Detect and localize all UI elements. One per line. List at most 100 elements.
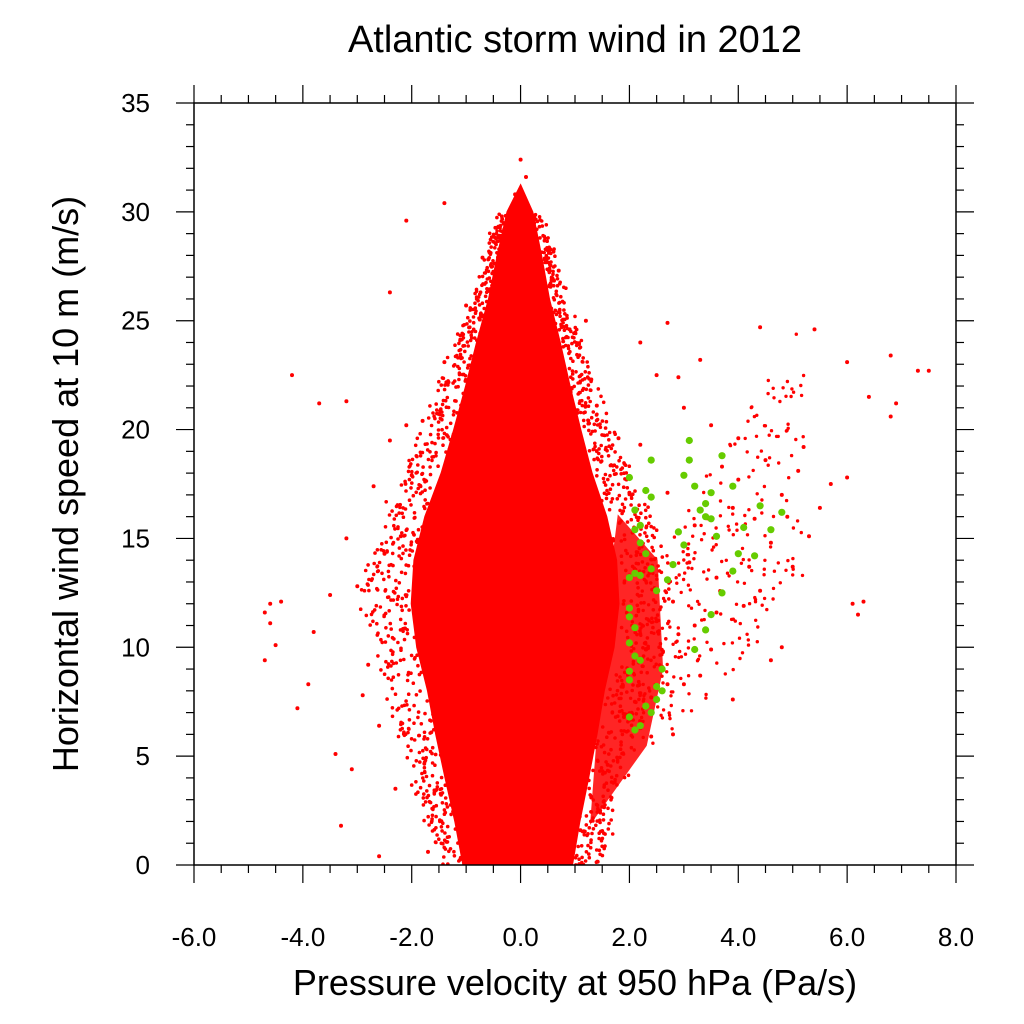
cloud-dot <box>414 759 419 763</box>
cloud-dot <box>434 803 439 808</box>
cloud-dot <box>618 508 622 513</box>
cloud-dot <box>643 566 647 570</box>
cloud-dot <box>681 550 685 554</box>
cloud-dot <box>622 729 626 733</box>
cloud-dot <box>382 577 386 582</box>
cloud-dot <box>433 441 437 446</box>
cloud-dot <box>600 844 604 849</box>
cloud-dot <box>621 752 626 756</box>
cloud-dot <box>582 832 587 837</box>
data-point-red <box>622 715 626 719</box>
cloud-dot <box>364 613 369 618</box>
cloud-dot <box>601 772 605 776</box>
cloud-dot <box>615 688 620 693</box>
cloud-dot <box>734 602 739 606</box>
cloud-dot <box>607 438 611 442</box>
cloud-dot <box>436 420 441 424</box>
cloud-dot <box>733 619 737 623</box>
cloud-dot <box>570 341 574 346</box>
cloud-dot <box>478 312 483 316</box>
cloud-dot <box>653 556 658 561</box>
cloud-dot <box>737 636 742 640</box>
cloud-dot <box>459 403 463 408</box>
cloud-dot <box>629 649 634 653</box>
cloud-dot <box>768 545 773 549</box>
cloud-dot <box>636 607 641 612</box>
cloud-dot <box>631 683 635 687</box>
cloud-dot <box>415 454 419 459</box>
cloud-dot <box>423 488 427 493</box>
data-point-red <box>654 619 659 624</box>
cloud-dot <box>389 678 394 682</box>
cloud-dot <box>586 364 590 369</box>
cloud-dot <box>439 825 444 829</box>
cloud-dot <box>463 379 468 383</box>
cloud-dot <box>372 608 377 612</box>
cloud-dot <box>445 395 450 400</box>
cloud-dot <box>407 458 411 463</box>
cloud-dot <box>561 339 566 344</box>
cloud-dot <box>392 637 396 641</box>
cloud-dot <box>439 775 444 780</box>
cloud-dot <box>555 293 559 298</box>
cloud-dot <box>644 534 649 539</box>
cloud-dot <box>380 571 384 576</box>
cloud-dot <box>639 626 643 630</box>
data-point-red <box>763 458 768 463</box>
cloud-dot <box>647 521 651 526</box>
cloud-dot <box>463 349 467 354</box>
cloud-dot <box>418 454 423 458</box>
cloud-dot <box>409 737 414 741</box>
cloud-dot <box>691 534 695 538</box>
cloud-dot <box>669 690 674 694</box>
cloud-dot <box>416 527 421 532</box>
cloud-dot <box>497 247 501 251</box>
cloud-dot <box>471 315 476 319</box>
cloud-dot <box>676 561 681 565</box>
cloud-dot <box>666 561 670 565</box>
cloud-dot <box>405 631 410 636</box>
cloud-dot <box>392 523 396 528</box>
cloud-dot <box>399 646 403 651</box>
cloud-dot <box>406 744 410 748</box>
cloud-dot <box>607 769 611 774</box>
cloud-dot <box>444 450 448 454</box>
data-point-red <box>268 601 273 606</box>
cloud-dot <box>562 308 566 312</box>
cloud-dot <box>549 306 554 311</box>
cloud-dot <box>767 456 772 460</box>
cloud-dot <box>397 546 402 550</box>
cloud-dot <box>600 454 604 459</box>
cloud-dot <box>394 504 399 509</box>
cloud-dot <box>440 427 444 432</box>
cloud-dot <box>422 779 426 783</box>
cloud-dot <box>551 283 556 288</box>
cloud-dot <box>604 419 609 424</box>
cloud-dot <box>665 662 669 667</box>
cloud-dot <box>625 551 629 556</box>
data-point-green <box>642 702 650 710</box>
cloud-dot <box>610 808 615 813</box>
cloud-dot <box>589 432 593 436</box>
cloud-dot <box>432 790 437 795</box>
cloud-dot <box>375 569 380 574</box>
cloud-dot <box>457 377 461 382</box>
cloud-dot <box>452 849 456 854</box>
cloud-dot <box>396 526 400 531</box>
cloud-dot <box>438 412 442 417</box>
cloud-dot <box>602 750 607 755</box>
cloud-dot <box>447 447 452 452</box>
data-point-red <box>475 858 479 863</box>
x-axis-title: Pressure velocity at 950 hPa (Pa/s) <box>293 962 857 1003</box>
data-point-red <box>643 647 648 652</box>
cloud-dot <box>468 325 472 330</box>
cloud-dot <box>579 338 584 343</box>
cloud-dot <box>366 563 370 567</box>
cloud-dot <box>418 785 423 790</box>
cloud-dot <box>557 307 562 312</box>
cloud-dot <box>405 628 410 632</box>
data-point-red <box>698 357 703 362</box>
cloud-dot <box>609 747 613 752</box>
cloud-dot <box>579 844 584 848</box>
cloud-dot <box>646 539 650 543</box>
